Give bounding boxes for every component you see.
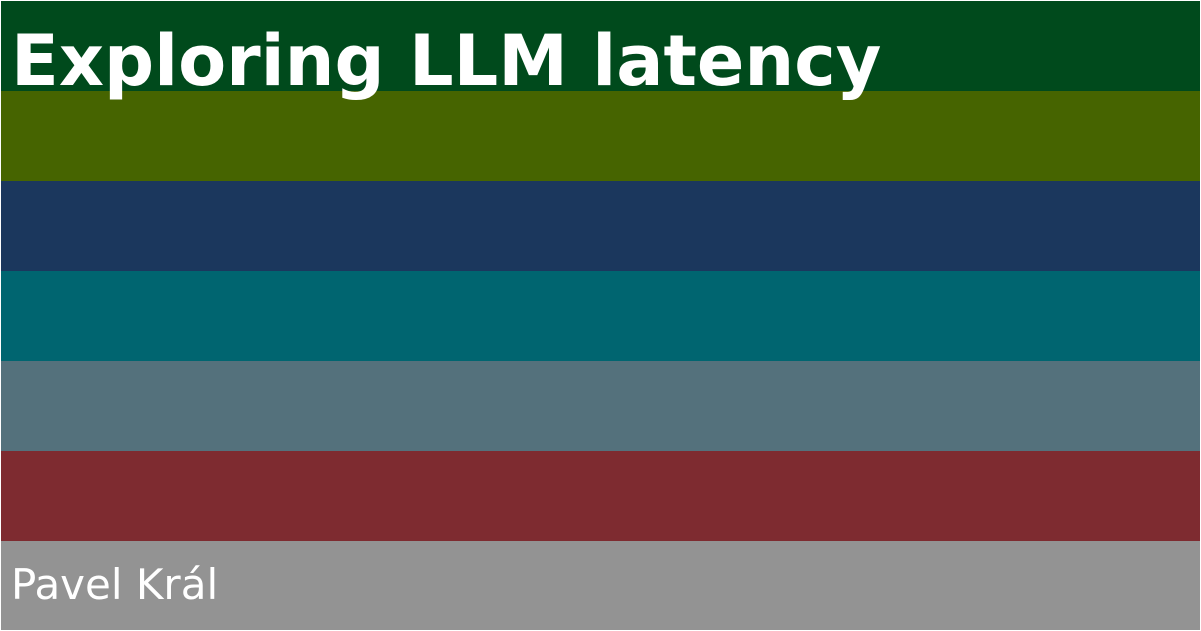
stripe-2	[1, 91, 1200, 181]
page-title: Exploring LLM latency	[11, 20, 882, 102]
stripe-6	[1, 451, 1200, 541]
stripe-4	[1, 271, 1200, 361]
stripe-1	[1, 1, 1200, 91]
author-name: Pavel Král	[11, 560, 219, 609]
stripe-3	[1, 181, 1200, 271]
stripe-5	[1, 361, 1200, 451]
stripe-7	[1, 541, 1200, 630]
